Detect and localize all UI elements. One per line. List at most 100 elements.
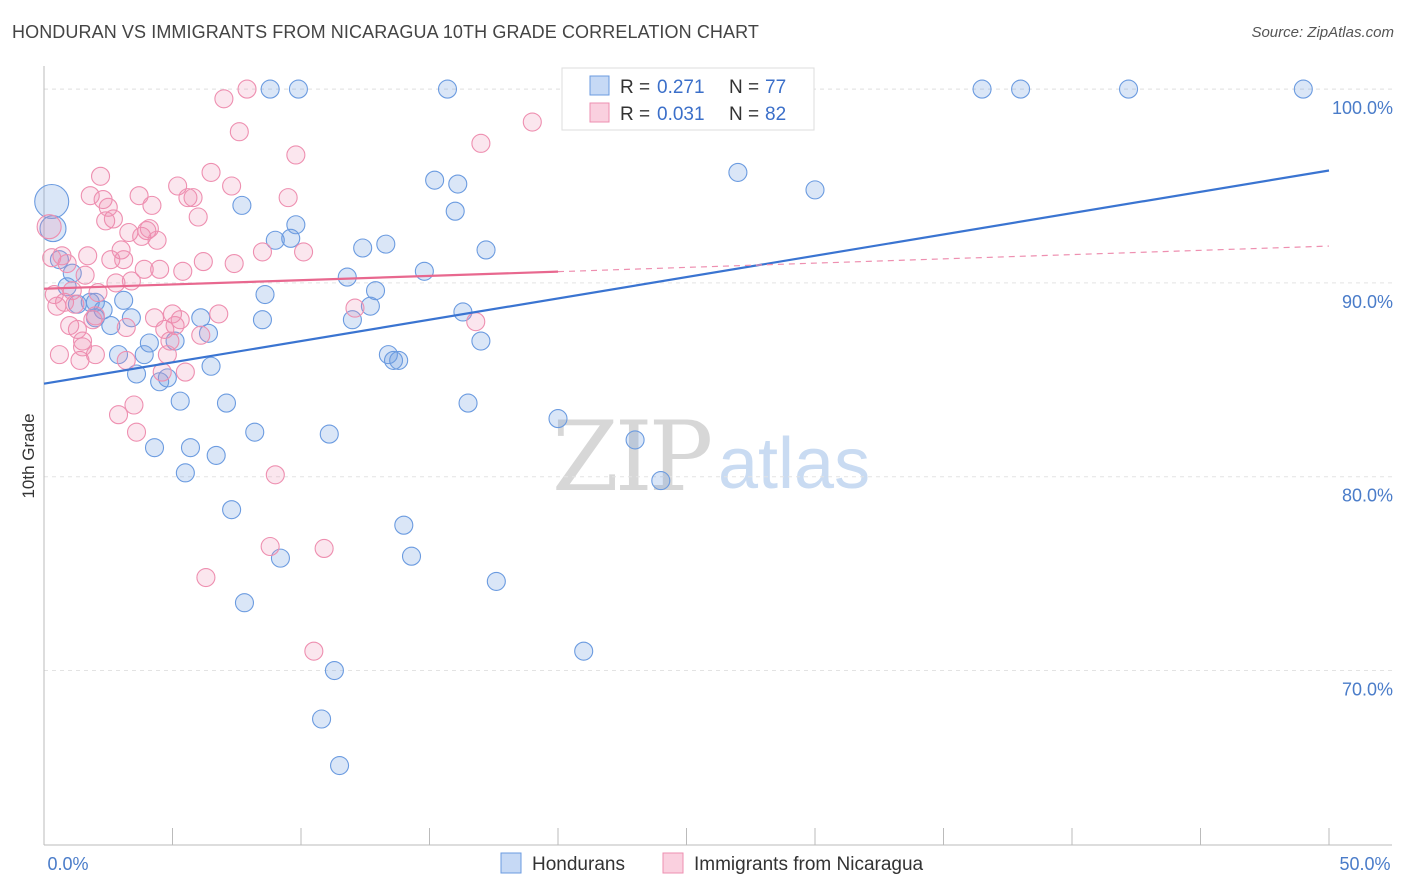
data-point [265,465,285,485]
data-point [114,250,134,270]
data-point [304,641,324,661]
data-point [90,166,111,186]
data-point [445,201,465,221]
data-point [237,79,257,99]
data-point [378,345,398,365]
data-point [85,345,105,365]
data-point [972,79,992,99]
data-point [394,515,414,535]
data-point [1293,79,1313,99]
data-point [191,325,211,345]
data-point [651,471,671,491]
chart-source: Source: ZipAtlas.com [1251,24,1394,41]
data-point [201,162,221,182]
watermark-zip: ZIP [552,401,711,513]
data-point [155,319,175,339]
bottom-legend-hondurans: Hondurans [532,854,625,875]
data-point [522,112,542,132]
legend-r-label-1: R = [620,77,650,98]
data-point [353,238,373,258]
y-tick-label: 90.0% [1342,292,1393,312]
data-point [103,209,123,229]
data-point [278,188,298,208]
data-point [224,253,244,274]
data-point [139,333,159,353]
x-tick-label: 50.0% [1339,854,1390,874]
legend-r-value-2: 0.031 [657,104,705,125]
data-point [147,230,167,250]
data-point [245,422,265,442]
series-legend: Hondurans Immigrants from Nicaragua [500,852,924,875]
legend-r-value-1: 0.271 [657,77,705,98]
x-tick-labels: 0.0% 50.0% [47,854,1390,874]
data-point [209,304,229,324]
data-point [437,79,458,99]
legend-swatch-nicaragua [589,102,610,123]
data-point [476,240,496,260]
data-point [129,186,149,206]
data-point [198,323,219,343]
data-point [389,350,409,370]
data-point [265,230,285,250]
data-point [134,259,154,279]
data-point [471,331,491,351]
data-point [49,345,69,365]
data-point [255,284,275,305]
bottom-legend-swatch-nicaragua [662,852,684,874]
data-point [458,393,478,413]
data-point [728,162,748,182]
data-point [1011,79,1031,99]
legend-n-value-2: 82 [765,104,786,125]
data-point [222,500,242,520]
data-point [170,391,190,411]
data-point [34,183,70,220]
data-point [165,315,185,336]
data-point [188,207,208,227]
y-axis-label: 10th Grade [19,413,38,498]
legend-n-value-1: 77 [765,77,786,98]
data-point [260,79,280,99]
data-point [294,242,314,262]
data-point [329,755,350,776]
data-point [93,300,113,320]
data-point [201,356,221,376]
y-tick-labels: 70.0% 80.0% 90.0% 100.0% [1332,98,1393,699]
data-point [98,197,118,217]
data-point [108,345,129,365]
data-point [65,294,85,314]
y-tick-label: 70.0% [1342,680,1393,700]
data-point [180,438,201,458]
data-point [314,538,334,558]
data-point [157,368,177,388]
trend-line-nicaragua [43,270,559,290]
data-point [252,310,273,330]
trend-line-hondurans [43,169,1330,385]
data-point [337,267,357,287]
data-point [73,331,93,351]
data-point [425,170,445,190]
data-point [401,546,422,566]
axes [43,66,1392,846]
data-point [196,567,216,588]
data-point [229,122,249,142]
data-point [101,315,121,336]
data-point [345,298,365,318]
x-tick-label: 0.0% [47,854,88,874]
data-point [625,430,645,450]
data-point [319,424,339,444]
data-point [162,304,183,324]
data-point [142,195,162,215]
legend-r-label-2: R = [620,104,650,125]
data-point [116,317,136,338]
data-point [232,195,252,215]
data-point [139,219,159,239]
data-point [36,214,62,240]
data-point [108,405,129,425]
data-point [75,265,95,285]
data-point [365,281,386,301]
data-point [574,641,594,661]
data-point [486,571,506,591]
data-point [78,246,98,266]
data-point [286,215,306,235]
data-point [191,308,211,328]
